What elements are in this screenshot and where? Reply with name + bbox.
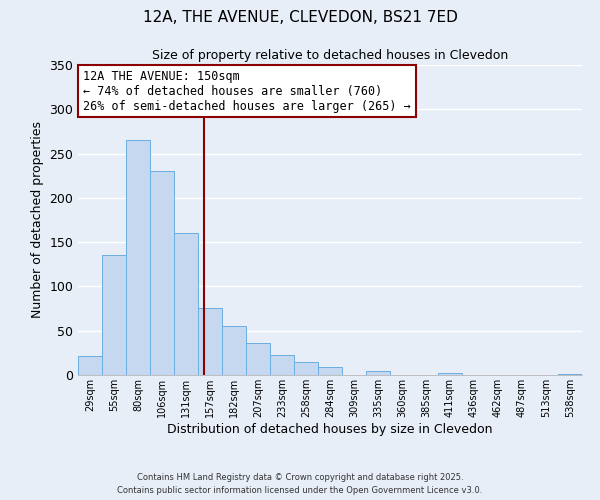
Bar xyxy=(438,373,462,375)
Title: Size of property relative to detached houses in Clevedon: Size of property relative to detached ho… xyxy=(152,50,508,62)
Bar xyxy=(246,343,270,375)
Text: 12A THE AVENUE: 150sqm
← 74% of detached houses are smaller (760)
26% of semi-de: 12A THE AVENUE: 150sqm ← 74% of detached… xyxy=(83,70,411,112)
Text: Contains HM Land Registry data © Crown copyright and database right 2025.
Contai: Contains HM Land Registry data © Crown c… xyxy=(118,474,482,495)
Text: 12A, THE AVENUE, CLEVEDON, BS21 7ED: 12A, THE AVENUE, CLEVEDON, BS21 7ED xyxy=(143,10,457,25)
Bar xyxy=(126,140,150,375)
Bar xyxy=(270,354,294,375)
Bar xyxy=(366,370,390,375)
Bar xyxy=(318,367,342,375)
Bar xyxy=(174,234,198,375)
Bar xyxy=(78,356,102,375)
Bar xyxy=(222,326,246,375)
Bar xyxy=(294,362,318,375)
Bar xyxy=(198,308,222,375)
Bar xyxy=(150,172,174,375)
Bar xyxy=(558,374,582,375)
Bar xyxy=(102,256,126,375)
Y-axis label: Number of detached properties: Number of detached properties xyxy=(31,122,44,318)
X-axis label: Distribution of detached houses by size in Clevedon: Distribution of detached houses by size … xyxy=(167,422,493,436)
